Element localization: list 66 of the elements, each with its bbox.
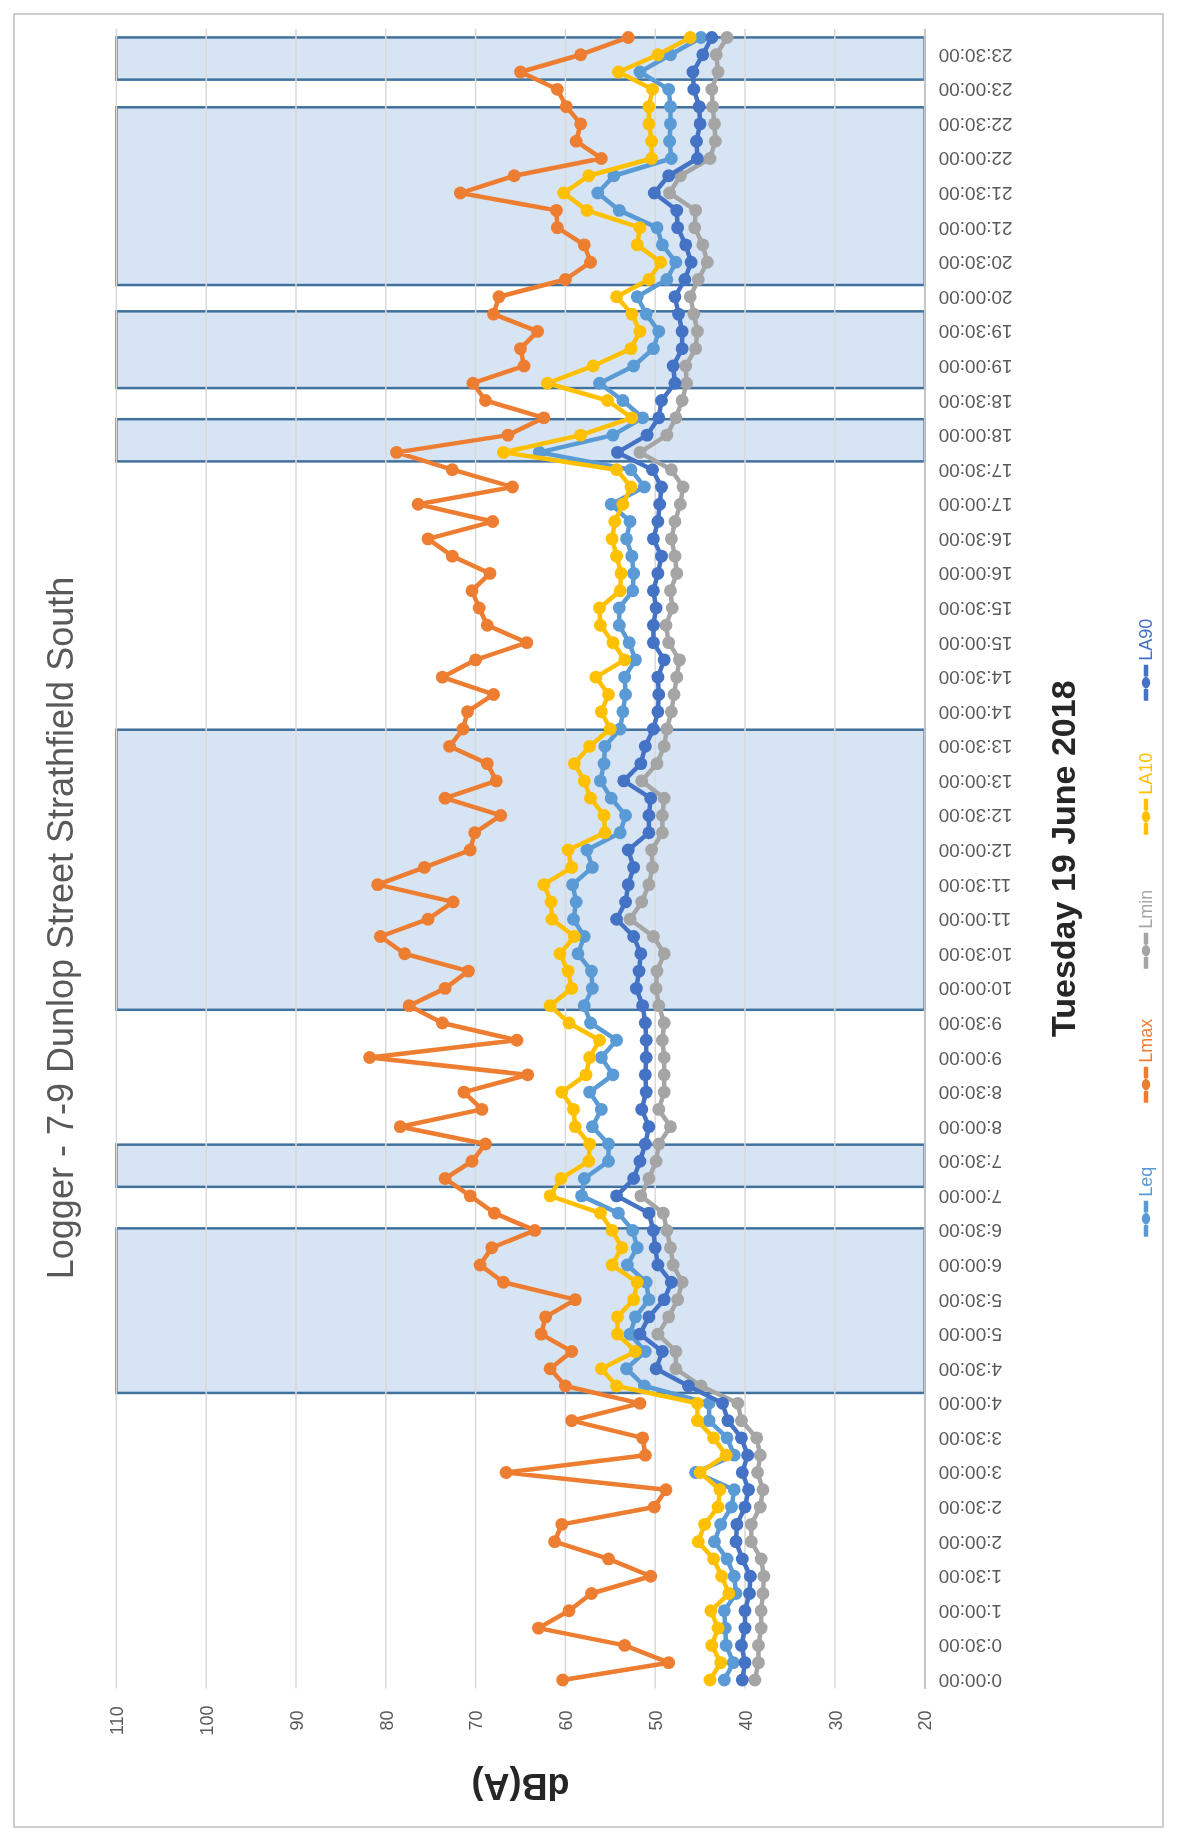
text: LA10	[1136, 752, 1156, 795]
y-tick-label: 6:00:00	[938, 1255, 1003, 1277]
y-tick-label: 9:30:00	[938, 1012, 1003, 1034]
y-tick-label: 18:30:00	[938, 390, 1013, 412]
y-tick-label: 16:30:00	[938, 528, 1013, 550]
y-tick-label: 16:00:00	[938, 563, 1013, 585]
y-tick-label: 4:00:00	[938, 1393, 1003, 1415]
x-tick-label: 90	[286, 1710, 307, 1731]
text: LA90	[1136, 618, 1156, 661]
x-tick-label: 110	[107, 1706, 128, 1735]
y-axis-title: Tuesday 19 June 2018	[1044, 680, 1082, 1037]
y-tick-label: 12:30:00	[938, 805, 1013, 827]
x-axis-title: dB(A)	[471, 1765, 570, 1807]
y-tick-label: 8:00:00	[938, 1116, 1003, 1138]
y-tick-label: 15:00:00	[938, 632, 1013, 654]
y-tick-label: 2:30:00	[938, 1497, 1003, 1519]
y-tick-label: 21:00:00	[938, 217, 1013, 239]
text: Logger - 7-9 Dunlop Street Strathfield South	[39, 576, 81, 1280]
x-tick-label: 70	[466, 1710, 487, 1731]
y-tick-label: 4:30:00	[938, 1358, 1003, 1380]
y-tick-label: 9:00:00	[938, 1047, 1003, 1069]
y-tick-label: 22:30:00	[938, 113, 1013, 135]
x-tick-label: 60	[556, 1710, 577, 1731]
x-tick-label: 50	[646, 1710, 666, 1731]
y-tick-label: 17:30:00	[938, 459, 1013, 481]
y-tick-label: 18:00:00	[938, 425, 1013, 447]
y-tick-label: 21:30:00	[938, 183, 1013, 205]
x-tick-label: 30	[825, 1710, 846, 1731]
text: Lmin	[1136, 889, 1156, 929]
y-tick-label: 10:00:00	[938, 978, 1013, 1000]
y-tick-label: 22:00:00	[938, 148, 1013, 170]
y-tick-label: 10:30:00	[938, 943, 1013, 965]
y-tick-label: 13:00:00	[938, 770, 1013, 792]
y-tick-label: 15:30:00	[938, 598, 1013, 619]
y-tick-label: 19:00:00	[938, 355, 1013, 377]
y-tick-label: 14:30:00	[938, 667, 1013, 689]
y-tick-label: 3:00:00	[938, 1462, 1003, 1484]
x-tick-label: 80	[376, 1710, 397, 1731]
y-tick-label: 11:30:00	[938, 874, 1012, 896]
x-tick-label: 100	[197, 1705, 217, 1736]
x-tick-label: 40	[735, 1710, 756, 1731]
y-tick-label: 2:00:00	[938, 1531, 1003, 1553]
y-tick-label: 11:00:00	[938, 909, 1012, 931]
y-tick-label: 20:00:00	[938, 286, 1013, 308]
y-tick-label: 1:00:00	[938, 1600, 1003, 1622]
y-tick-label: 5:00:00	[938, 1324, 1003, 1346]
y-tick-label: 0:00:00	[938, 1669, 1003, 1691]
y-tick-label: 1:30:00	[938, 1566, 1003, 1588]
y-tick-label: 19:30:00	[938, 321, 1013, 343]
text: Leq	[1136, 1166, 1156, 1197]
y-tick-label: 7:30:00	[938, 1151, 1003, 1173]
y-tick-label: 17:00:00	[938, 494, 1013, 516]
y-tick-label: 3:30:00	[938, 1427, 1003, 1449]
y-tick-label: 7:00:00	[938, 1185, 1003, 1207]
y-tick-label: 5:30:00	[938, 1289, 1003, 1311]
y-tick-label: 14:00:00	[938, 701, 1013, 723]
y-tick-label: 23:30:00	[938, 44, 1013, 66]
y-tick-label: 8:30:00	[938, 1082, 1003, 1104]
y-tick-label: 12:00:00	[938, 840, 1013, 862]
y-tick-label: 20:30:00	[938, 252, 1013, 274]
x-tick-label: 20	[915, 1710, 936, 1731]
y-tick-label: 0:30:00	[938, 1635, 1003, 1657]
y-tick-label: 13:30:00	[938, 736, 1013, 758]
y-tick-label: 6:30:00	[938, 1220, 1003, 1242]
y-tick-label: 23:00:00	[938, 79, 1013, 101]
text: Lmax	[1136, 1018, 1156, 1063]
